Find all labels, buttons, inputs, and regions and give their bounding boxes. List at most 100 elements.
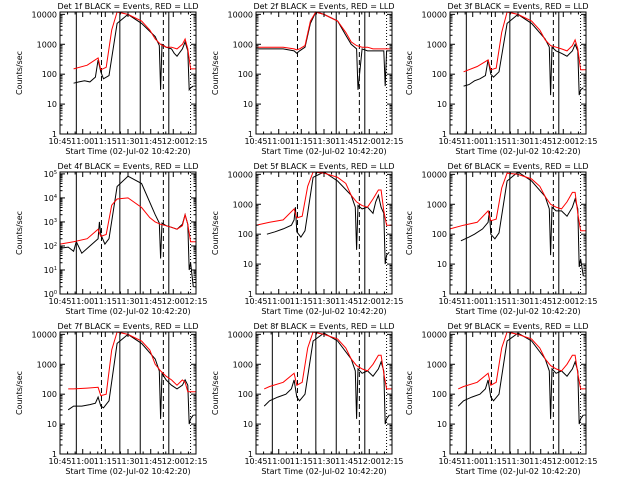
panel-title: Det 2f BLACK = Events, RED = LLD <box>253 2 394 11</box>
x-tick-label: 11:00 <box>71 297 94 306</box>
x-tick-label: 11:15 <box>290 297 313 306</box>
y-tick-label: 100 <box>42 70 57 79</box>
x-axis-label: Start Time (02-Jul-02 10:42:20) <box>455 147 580 156</box>
series-line-events <box>463 13 584 96</box>
x-axis-label: Start Time (02-Jul-02 10:42:20) <box>261 467 386 476</box>
plot-frame <box>449 11 587 135</box>
x-tick-label: 11:00 <box>267 457 290 466</box>
panel-7: Det 7f BLACK = Events, RED = LLD Counts/s… <box>15 322 208 476</box>
x-tick-label: 11:00 <box>71 137 94 146</box>
series-line-lld <box>73 11 196 71</box>
series-line-events <box>73 13 194 92</box>
y-axis-label: Counts/sec <box>15 371 24 415</box>
x-tick-label: 12:15 <box>184 297 207 306</box>
x-tick-label: 12:15 <box>380 457 403 466</box>
y-tick-label: 100 <box>238 390 253 399</box>
x-tick-label: 11:30 <box>312 137 335 146</box>
x-tick-label: 11:15 <box>94 297 117 306</box>
series-line-lld <box>59 197 196 245</box>
x-tick-label: 11:45 <box>529 297 552 306</box>
x-tick-label: 10:45 <box>438 297 461 306</box>
y-axis-label: Counts/sec <box>211 371 220 415</box>
x-tick-label: 11:15 <box>290 457 313 466</box>
panel-title: Det 6f BLACK = Events, RED = LLD <box>447 162 588 171</box>
x-tick-label: 11:30 <box>116 457 139 466</box>
x-tick-label: 12:15 <box>184 457 207 466</box>
y-tick-label: 100 <box>44 290 57 299</box>
y-tick-label: 1 <box>442 130 447 139</box>
x-tick-label: 11:30 <box>116 137 139 146</box>
x-tick-label: 11:00 <box>461 297 484 306</box>
x-tick-label: 11:15 <box>484 297 507 306</box>
x-tick-label: 11:30 <box>506 297 529 306</box>
x-tick-label: 11:30 <box>312 297 335 306</box>
series-line-events <box>256 11 392 90</box>
panel-6: Det 6f BLACK = Events, RED = LLD Counts/s… <box>405 162 598 316</box>
series-line-lld <box>263 331 392 390</box>
x-tick-label: 11:30 <box>312 457 335 466</box>
y-axis-label: Counts/sec <box>405 211 414 255</box>
y-axis-label: Counts/sec <box>15 51 24 95</box>
x-tick-label: 11:00 <box>267 297 290 306</box>
y-axis-label: Counts/sec <box>405 371 414 415</box>
series-line-events <box>59 175 194 287</box>
y-tick-label: 1000 <box>427 40 447 49</box>
plot-frame <box>59 11 197 135</box>
series-line-events <box>67 333 194 425</box>
series-line-lld <box>256 11 392 51</box>
y-tick-label: 10000 <box>228 170 253 179</box>
y-tick-label: 10 <box>47 420 57 429</box>
x-tick-label: 11:30 <box>506 137 529 146</box>
y-tick-label: 103 <box>44 218 57 227</box>
y-tick-label: 101 <box>44 266 57 275</box>
x-tick-label: 11:15 <box>94 137 117 146</box>
x-axis-label: Start Time (02-Jul-02 10:42:20) <box>261 307 386 316</box>
series-line-events <box>460 171 584 277</box>
y-tick-label: 10000 <box>228 10 253 19</box>
y-tick-label: 10000 <box>32 330 57 339</box>
y-tick-label: 10 <box>437 420 447 429</box>
x-tick-label: 11:30 <box>116 297 139 306</box>
x-tick-label: 12:15 <box>574 297 597 306</box>
x-tick-label: 11:30 <box>506 457 529 466</box>
x-tick-label: 10:45 <box>244 137 267 146</box>
x-tick-label: 12:00 <box>162 457 185 466</box>
x-tick-label: 11:00 <box>267 137 290 146</box>
y-tick-label: 100 <box>432 230 447 239</box>
plot-frame <box>255 331 393 455</box>
panel-title: Det 9f BLACK = Events, RED = LLD <box>447 322 588 331</box>
y-tick-label: 1 <box>442 290 447 299</box>
x-tick-label: 11:45 <box>529 137 552 146</box>
x-tick-label: 11:45 <box>529 457 552 466</box>
x-tick-label: 11:45 <box>139 297 162 306</box>
series-line-events <box>266 171 390 265</box>
y-tick-label: 100 <box>432 390 447 399</box>
x-tick-label: 10:45 <box>48 457 71 466</box>
y-tick-label: 1 <box>442 450 447 459</box>
y-tick-label: 10 <box>243 420 253 429</box>
series-line-lld <box>457 331 586 390</box>
x-axis-label: Start Time (02-Jul-02 10:42:20) <box>65 307 190 316</box>
x-tick-label: 11:45 <box>335 297 358 306</box>
series-line-lld <box>463 11 586 73</box>
x-axis-label: Start Time (02-Jul-02 10:42:20) <box>455 307 580 316</box>
plot-frame <box>449 331 587 455</box>
plot-frame <box>255 11 393 135</box>
x-tick-label: 11:00 <box>461 457 484 466</box>
x-tick-label: 10:45 <box>244 457 267 466</box>
y-tick-label: 100 <box>238 230 253 239</box>
y-tick-label: 10 <box>243 260 253 269</box>
y-tick-label: 1000 <box>233 200 253 209</box>
x-tick-label: 12:15 <box>574 457 597 466</box>
x-tick-label: 11:00 <box>461 137 484 146</box>
y-tick-label: 1000 <box>233 360 253 369</box>
panel-3: Det 3f BLACK = Events, RED = LLD Counts/s… <box>405 2 598 156</box>
plot-frame <box>449 171 587 295</box>
y-tick-label: 1 <box>248 290 253 299</box>
panel-title: Det 8f BLACK = Events, RED = LLD <box>253 322 394 331</box>
y-tick-label: 105 <box>44 170 57 179</box>
x-tick-label: 12:00 <box>358 457 381 466</box>
y-tick-label: 100 <box>42 390 57 399</box>
